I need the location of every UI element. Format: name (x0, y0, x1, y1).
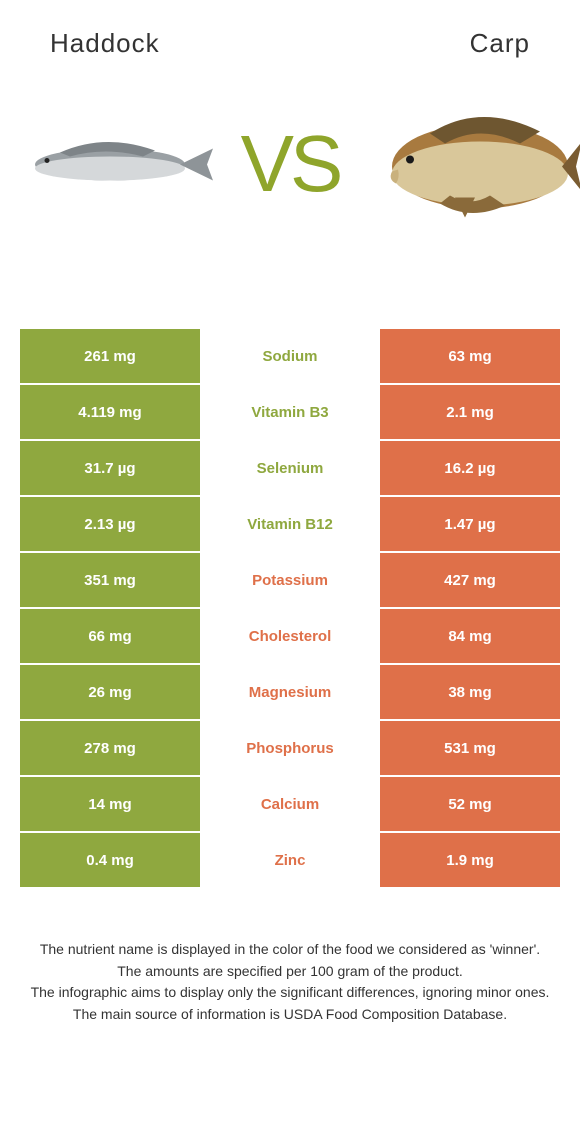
food-left-title: Haddock (50, 28, 160, 59)
right-value: 1.47 µg (380, 497, 560, 551)
left-value: 278 mg (20, 721, 200, 775)
left-value: 261 mg (20, 329, 200, 383)
table-row: 278 mgPhosphorus531 mg (20, 721, 560, 777)
left-value: 0.4 mg (20, 833, 200, 887)
table-row: 14 mgCalcium52 mg (20, 777, 560, 833)
left-value: 351 mg (20, 553, 200, 607)
comparison-table: 261 mgSodium63 mg4.119 mgVitamin B32.1 m… (20, 329, 560, 889)
footer-notes: The nutrient name is displayed in the co… (20, 939, 560, 1026)
table-row: 31.7 µgSelenium16.2 µg (20, 441, 560, 497)
left-value: 26 mg (20, 665, 200, 719)
carp-image (370, 92, 580, 237)
right-value: 52 mg (380, 777, 560, 831)
left-value: 31.7 µg (20, 441, 200, 495)
nutrient-name: Selenium (200, 441, 380, 495)
right-value: 531 mg (380, 721, 560, 775)
nutrient-name: Vitamin B12 (200, 497, 380, 551)
right-value: 84 mg (380, 609, 560, 663)
table-row: 0.4 mgZinc1.9 mg (20, 833, 560, 889)
footer-line: The nutrient name is displayed in the co… (20, 939, 560, 961)
table-row: 66 mgCholesterol84 mg (20, 609, 560, 665)
right-value: 16.2 µg (380, 441, 560, 495)
left-value: 2.13 µg (20, 497, 200, 551)
right-value: 63 mg (380, 329, 560, 383)
haddock-image (15, 127, 215, 202)
footer-line: The amounts are specified per 100 gram o… (20, 961, 560, 983)
vs-label: VS (241, 118, 340, 210)
food-right-title: Carp (470, 28, 530, 59)
table-row: 261 mgSodium63 mg (20, 329, 560, 385)
nutrient-name: Magnesium (200, 665, 380, 719)
left-value: 4.119 mg (20, 385, 200, 439)
footer-line: The main source of information is USDA F… (20, 1004, 560, 1026)
nutrient-name: Phosphorus (200, 721, 380, 775)
nutrient-name: Cholesterol (200, 609, 380, 663)
right-value: 1.9 mg (380, 833, 560, 887)
footer-line: The infographic aims to display only the… (20, 982, 560, 1004)
nutrient-name: Potassium (200, 553, 380, 607)
nutrient-name: Vitamin B3 (200, 385, 380, 439)
table-row: 2.13 µgVitamin B121.47 µg (20, 497, 560, 553)
table-row: 4.119 mgVitamin B32.1 mg (20, 385, 560, 441)
table-row: 26 mgMagnesium38 mg (20, 665, 560, 721)
left-value: 14 mg (20, 777, 200, 831)
left-value: 66 mg (20, 609, 200, 663)
nutrient-name: Zinc (200, 833, 380, 887)
nutrient-name: Calcium (200, 777, 380, 831)
header: Haddock Carp (0, 0, 580, 69)
right-value: 427 mg (380, 553, 560, 607)
right-value: 38 mg (380, 665, 560, 719)
hero: VS (0, 69, 580, 259)
nutrient-name: Sodium (200, 329, 380, 383)
right-value: 2.1 mg (380, 385, 560, 439)
table-row: 351 mgPotassium427 mg (20, 553, 560, 609)
